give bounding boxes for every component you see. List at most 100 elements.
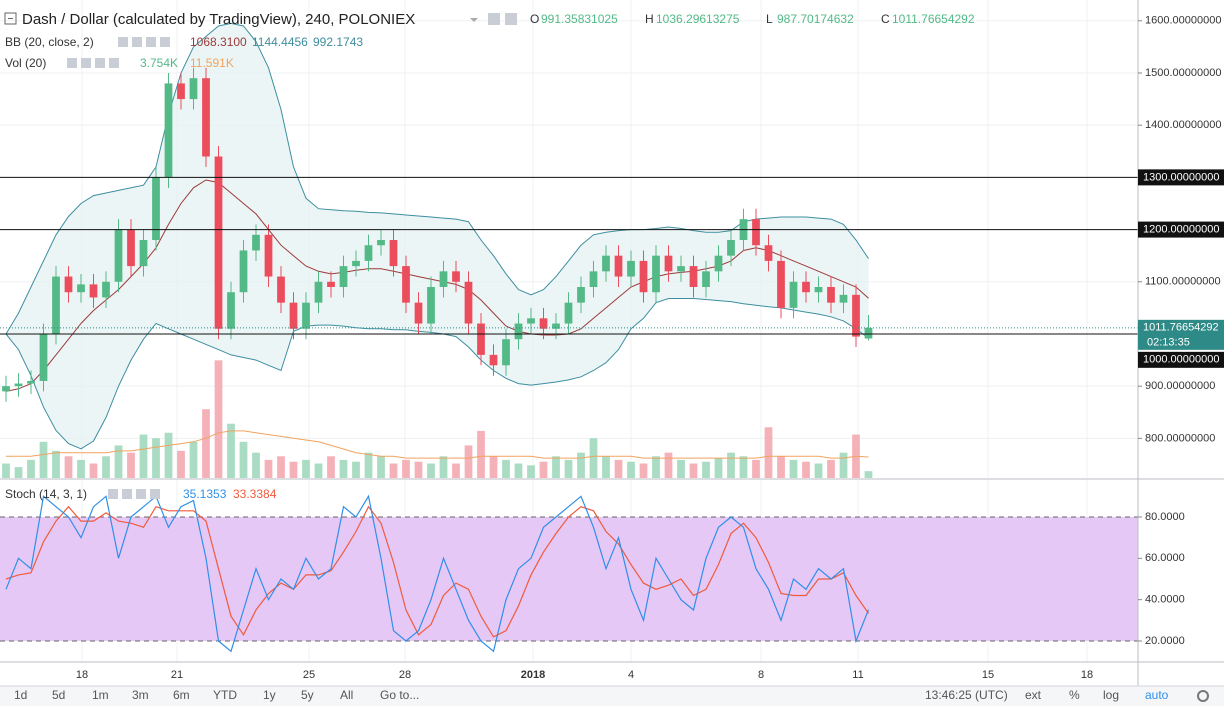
candle-body xyxy=(652,255,660,293)
option-button[interactable]: ext xyxy=(1025,688,1042,702)
volume-bar xyxy=(739,456,748,478)
collapse-icon[interactable] xyxy=(4,12,17,25)
volume-bar xyxy=(452,463,460,478)
candle-body xyxy=(152,177,160,241)
candle-body xyxy=(852,294,860,337)
more-icon[interactable] xyxy=(160,37,170,47)
ohlc-value: 991.35831025 xyxy=(541,12,618,26)
volume-bar xyxy=(202,409,210,478)
option-button[interactable]: log xyxy=(1103,688,1119,702)
candle-body xyxy=(39,333,48,381)
candle-body xyxy=(602,255,610,272)
volume-bar xyxy=(139,434,148,478)
candle-body xyxy=(414,302,423,324)
close-icon[interactable] xyxy=(146,37,156,47)
candle-body xyxy=(264,234,273,277)
eye-icon[interactable] xyxy=(488,13,500,25)
toolbar-items: 1d 5d 1m 3m 6m YTD 1y 5y All Go to... 13:46:25 (UT… xyxy=(14,688,1169,702)
y-tick-label: 800.00000000 xyxy=(1145,432,1215,444)
range-button[interactable]: 5d xyxy=(52,688,65,702)
volume-bar xyxy=(827,459,835,478)
volume-bar xyxy=(314,463,323,478)
volume-bar xyxy=(714,458,723,478)
y-tick-label: 1100.00000000 xyxy=(1145,276,1221,288)
range-button[interactable]: 1m xyxy=(92,688,109,702)
more-icon[interactable] xyxy=(150,489,160,499)
stoch-tick-label: 60.0000 xyxy=(1145,552,1185,564)
hline-label: 1300.00000000 xyxy=(1143,171,1219,183)
candle-body xyxy=(589,271,598,287)
candle-body xyxy=(452,271,460,282)
range-button[interactable]: 3m xyxy=(132,688,149,702)
candle-body xyxy=(539,318,548,329)
eye-icon[interactable] xyxy=(118,37,128,47)
volume-bar xyxy=(327,456,335,478)
hline-label-box xyxy=(1138,169,1224,186)
candle-body xyxy=(352,260,360,267)
y-tick-label: 1400.00000000 xyxy=(1145,119,1221,131)
candle-body xyxy=(702,271,710,287)
more-icon[interactable] xyxy=(109,58,119,68)
close-icon[interactable] xyxy=(95,58,105,68)
candle-body xyxy=(339,266,348,287)
volume-bar xyxy=(427,463,435,478)
option-button[interactable]: % xyxy=(1069,688,1080,702)
x-tick-label: 21 xyxy=(171,669,183,681)
candle-body xyxy=(639,260,648,293)
option-button[interactable]: auto xyxy=(1145,688,1169,702)
volume-bar xyxy=(364,452,373,478)
candle-body xyxy=(77,284,85,293)
volume-bar xyxy=(689,463,698,478)
candle-body xyxy=(164,83,173,178)
candle-body xyxy=(827,286,835,303)
volume-bar xyxy=(2,463,10,478)
volume-bar xyxy=(864,471,873,478)
volume-ma-line xyxy=(6,430,869,459)
x-tick-label: 4 xyxy=(628,669,634,681)
volume-bar xyxy=(352,461,360,478)
eye-icon[interactable] xyxy=(67,58,77,68)
range-button[interactable]: 1y xyxy=(263,688,276,702)
settings-icon[interactable] xyxy=(132,37,142,47)
settings-gear[interactable] xyxy=(1197,690,1209,702)
candle-body xyxy=(402,266,410,303)
candle-body xyxy=(777,260,785,308)
y-tick-label: 1600.00000000 xyxy=(1145,15,1221,27)
range-button[interactable]: 6m xyxy=(173,688,190,702)
dropdown-icon[interactable] xyxy=(470,18,478,22)
candle-body xyxy=(552,323,560,329)
stoch-band xyxy=(0,516,1138,642)
ohlc-key: L xyxy=(766,12,773,26)
range-button[interactable]: 5y xyxy=(301,688,314,702)
stoch-d-line xyxy=(5,505,869,638)
candle-body xyxy=(389,240,398,267)
candle-body xyxy=(139,240,148,267)
volume-bar xyxy=(239,441,248,478)
vol-ma-value: 11.591K xyxy=(190,56,234,70)
vol-title: Vol (20) xyxy=(5,56,46,70)
ohlc-value: 987.70174632 xyxy=(777,12,854,26)
settings-icon[interactable] xyxy=(122,489,132,499)
settings-icon[interactable] xyxy=(81,58,91,68)
settings-icon[interactable] xyxy=(505,13,517,25)
candle-body xyxy=(277,276,285,303)
close-icon[interactable] xyxy=(136,489,146,499)
range-button[interactable]: YTD xyxy=(213,688,237,702)
volume-bar xyxy=(77,459,85,478)
volume-bar xyxy=(227,423,235,478)
range-button[interactable]: 1d xyxy=(14,688,27,702)
candle-body xyxy=(677,266,685,272)
symbol-title: Dash / Dollar (calculated by TradingView… xyxy=(22,11,415,28)
volume-bar xyxy=(564,459,573,478)
x-tick-label: 11 xyxy=(852,669,863,681)
goto-button[interactable]: Go to... xyxy=(380,688,419,702)
eye-icon[interactable] xyxy=(108,489,118,499)
volume-bar xyxy=(214,360,223,478)
x-tick-label: 25 xyxy=(303,669,315,681)
candle-body xyxy=(327,281,335,287)
volume-bar xyxy=(127,452,135,478)
range-button[interactable]: All xyxy=(340,688,353,702)
volume-bar xyxy=(539,461,548,478)
candle-body xyxy=(577,286,585,303)
